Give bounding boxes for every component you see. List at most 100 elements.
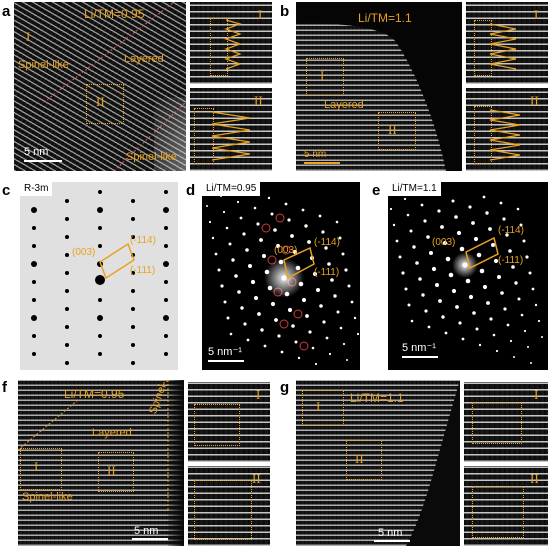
inset-II-b-intensity-profile xyxy=(489,109,521,161)
diffraction-spot xyxy=(461,337,465,341)
stem-image-f: Li/TM=0.95 Layered Spinel-like I II Spin… xyxy=(18,380,184,546)
diffraction-spot xyxy=(273,228,277,232)
simulated-spot xyxy=(65,307,69,311)
simulated-spot xyxy=(163,207,169,213)
extra-reflection-ring xyxy=(279,319,289,329)
diffraction-spot xyxy=(437,209,441,213)
label-003-c: (003) xyxy=(72,247,96,258)
box-I-g xyxy=(302,390,344,426)
inset-I-b-label: I xyxy=(534,7,539,22)
diffraction-spot xyxy=(239,216,243,220)
diffraction-spot xyxy=(502,217,506,221)
diffraction-spot xyxy=(304,224,308,228)
diffraction-spot xyxy=(492,333,496,337)
diffraction-spot xyxy=(344,268,348,272)
diffraction-spot xyxy=(473,236,479,242)
roman-II-g-main: II xyxy=(355,451,364,466)
diffraction-spot xyxy=(451,288,457,294)
simulated-spot xyxy=(163,315,169,321)
roman-I-b-main: I xyxy=(320,68,325,83)
label-spinel-like-f-left: Spinel-like xyxy=(22,491,73,503)
simulated-spot xyxy=(131,199,135,203)
diffraction-spot xyxy=(459,246,465,252)
scale-label-g: 5 nm xyxy=(378,527,403,539)
central-beam-e xyxy=(452,252,478,278)
diffraction-spot xyxy=(328,352,332,356)
diffraction-spot xyxy=(301,208,305,212)
panel-letter-e: e xyxy=(372,182,381,199)
diffraction-spot xyxy=(321,230,325,234)
label-111-c: (-111) xyxy=(130,265,156,276)
diffraction-spot xyxy=(429,251,433,255)
simulated-spot xyxy=(131,343,135,347)
label-003-d: (003) xyxy=(274,245,298,256)
scale-bar-b xyxy=(304,162,340,164)
diffraction-spot xyxy=(319,304,323,308)
box-II-g xyxy=(346,440,382,480)
bright-edge-a xyxy=(154,97,186,171)
diffraction-spot xyxy=(245,248,249,252)
simulated-spot xyxy=(31,261,37,267)
diffraction-spot xyxy=(246,338,250,342)
diffraction-spot xyxy=(406,213,410,217)
label-114-d: (-114) xyxy=(314,237,340,248)
panel-letter-f: f xyxy=(2,379,7,396)
inset-I-g: I xyxy=(464,382,548,462)
simulated-spot xyxy=(164,190,168,194)
diffraction-spot xyxy=(214,252,218,256)
diffraction-spot xyxy=(236,200,240,204)
diffraction-spot xyxy=(489,317,493,321)
simulated-spot xyxy=(65,325,69,329)
box-II-f xyxy=(98,452,134,492)
simulated-spot xyxy=(98,226,102,230)
diffraction-spot xyxy=(537,319,541,323)
saed-pattern-e: Li/TM=1.1 (003) (-114) (-111) 5 nm⁻¹ xyxy=(388,182,548,370)
diffraction-spot xyxy=(237,290,241,294)
diffraction-spot xyxy=(448,272,454,278)
roman-II-a-main: II xyxy=(96,94,105,109)
diffraction-spot xyxy=(217,268,221,272)
diffraction-spot xyxy=(441,315,445,319)
diffraction-spot xyxy=(275,243,281,249)
scale-label-d: 5 nm⁻¹ xyxy=(208,346,242,358)
inset-I-a: I xyxy=(190,2,272,84)
diffraction-spot xyxy=(471,221,475,225)
stem-image-a: Li/TM=0.95 Spinel-like Layered Spinel-li… xyxy=(14,2,186,171)
diffraction-spot xyxy=(243,322,247,326)
panel-a-title: Li/TM=0.95 xyxy=(84,7,145,21)
diffraction-spot xyxy=(468,205,472,209)
inset-I-f-box xyxy=(194,404,240,446)
diffraction-spot xyxy=(482,195,486,199)
diffraction-spot xyxy=(333,294,337,298)
simulated-spot xyxy=(164,226,168,230)
inset-II-a: II xyxy=(190,88,272,171)
label-111-e: (-111) xyxy=(498,255,524,266)
simulated-spot xyxy=(31,207,37,213)
diffraction-spot xyxy=(211,236,215,240)
inset-II-g-label: II xyxy=(530,471,539,486)
label-layered-f: Layered xyxy=(92,427,132,439)
diffraction-spot xyxy=(454,215,458,219)
diffraction-spot xyxy=(287,307,293,313)
diffraction-spot xyxy=(242,232,246,236)
stem-image-b: Li/TM=1.1 I Layered II 5 nm xyxy=(296,2,462,171)
diffraction-spot xyxy=(312,271,318,277)
scale-bar-g xyxy=(374,540,410,542)
diffraction-spot xyxy=(327,262,331,266)
diffraction-spot xyxy=(528,271,532,275)
simulated-spot xyxy=(65,199,69,203)
box-I-f xyxy=(20,448,62,490)
diffraction-spot xyxy=(270,301,276,307)
diffraction-spot xyxy=(418,277,422,281)
diffraction-spot xyxy=(325,336,329,340)
label-111-d: (-111) xyxy=(314,267,340,278)
diffraction-spot xyxy=(231,258,235,262)
diffraction-spot xyxy=(339,326,343,330)
inset-I-b-box xyxy=(474,20,492,76)
extra-reflection-ring xyxy=(299,341,309,351)
panel-g-title: Li/TM=1.1 xyxy=(350,391,404,405)
diffraction-spot xyxy=(206,205,208,207)
diffraction-spot xyxy=(356,332,360,336)
diffraction-spot xyxy=(410,319,414,323)
diffraction-spot xyxy=(338,236,342,240)
